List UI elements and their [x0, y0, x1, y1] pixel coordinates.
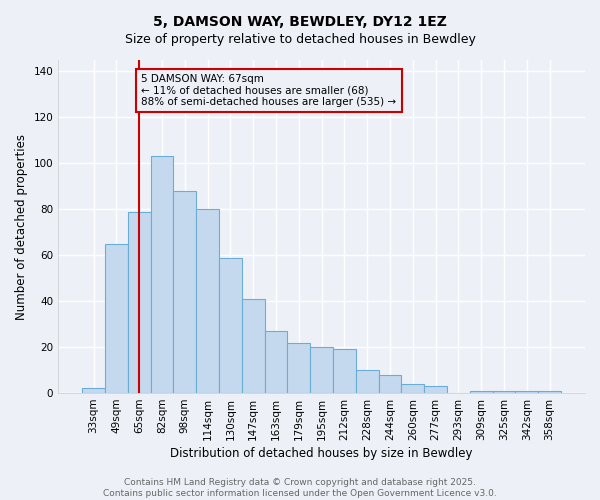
Bar — [470, 391, 493, 393]
Bar — [151, 156, 173, 393]
Bar — [173, 191, 196, 393]
Bar — [196, 210, 219, 393]
Bar — [82, 388, 105, 393]
Bar — [538, 391, 561, 393]
Bar — [310, 347, 333, 393]
Bar — [333, 350, 356, 393]
Text: 5, DAMSON WAY, BEWDLEY, DY12 1EZ: 5, DAMSON WAY, BEWDLEY, DY12 1EZ — [153, 15, 447, 29]
X-axis label: Distribution of detached houses by size in Bewdley: Distribution of detached houses by size … — [170, 447, 473, 460]
Bar — [356, 370, 379, 393]
Text: 5 DAMSON WAY: 67sqm
← 11% of detached houses are smaller (68)
88% of semi-detach: 5 DAMSON WAY: 67sqm ← 11% of detached ho… — [142, 74, 397, 107]
Bar — [401, 384, 424, 393]
Bar — [128, 212, 151, 393]
Bar — [265, 331, 287, 393]
Bar — [219, 258, 242, 393]
Bar — [287, 342, 310, 393]
Text: Contains HM Land Registry data © Crown copyright and database right 2025.
Contai: Contains HM Land Registry data © Crown c… — [103, 478, 497, 498]
Bar — [424, 386, 447, 393]
Bar — [515, 391, 538, 393]
Y-axis label: Number of detached properties: Number of detached properties — [15, 134, 28, 320]
Bar — [105, 244, 128, 393]
Bar — [379, 374, 401, 393]
Bar — [493, 391, 515, 393]
Bar — [242, 299, 265, 393]
Text: Size of property relative to detached houses in Bewdley: Size of property relative to detached ho… — [125, 32, 475, 46]
